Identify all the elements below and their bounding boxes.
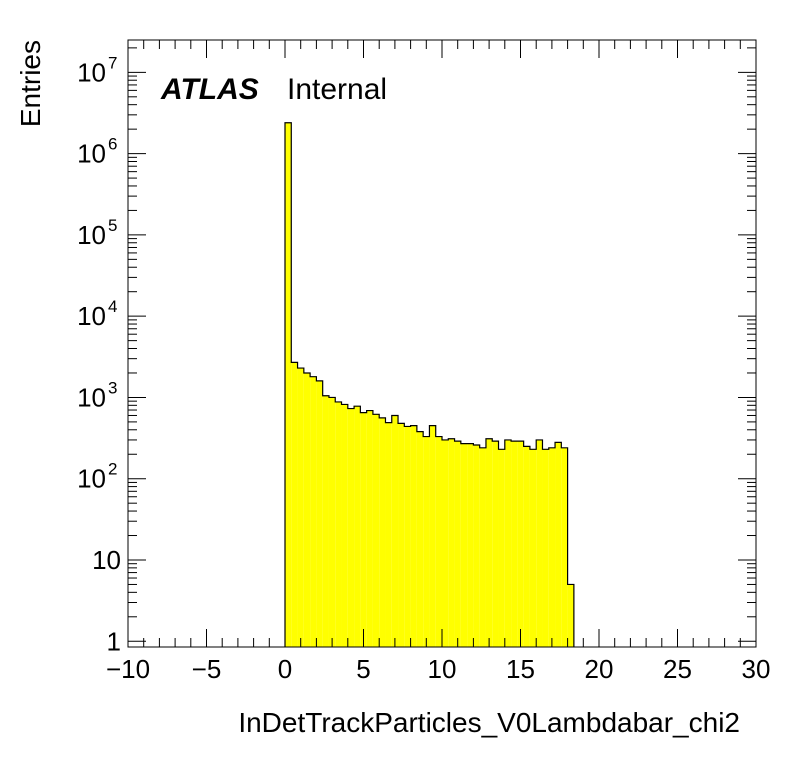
histogram-bar — [341, 404, 348, 647]
histogram-bar — [291, 362, 298, 647]
x-axis-title: InDetTrackParticles_V0Lambdabar_chi2 — [238, 707, 740, 738]
histogram-bar — [347, 408, 355, 647]
histogram-bar — [504, 439, 512, 647]
histogram-bar — [404, 426, 411, 647]
histogram-bar — [360, 412, 367, 647]
histogram-bar — [385, 422, 392, 647]
atlas-label: ATLAS — [160, 73, 259, 106]
histogram-bar — [322, 395, 329, 647]
histogram-bar — [416, 431, 424, 647]
histogram-bar — [366, 410, 373, 647]
histogram-bar — [567, 584, 574, 647]
y-tick-exponent: 6 — [108, 135, 117, 154]
x-tick-label: 20 — [585, 654, 614, 684]
histogram-bar — [423, 436, 430, 647]
histogram-bar — [479, 447, 486, 647]
histogram-bar — [555, 442, 562, 647]
x-tick-label: 15 — [506, 654, 535, 684]
x-tick-label: 5 — [356, 654, 370, 684]
histogram-bar — [379, 417, 386, 647]
y-tick-exponent: 5 — [108, 216, 117, 235]
histogram-bar — [310, 376, 317, 647]
histogram-bar — [542, 449, 549, 647]
histogram-bar — [529, 449, 537, 647]
histogram-bar — [297, 368, 304, 647]
y-tick-exponent: 4 — [108, 297, 117, 316]
y-tick-label: 1 — [107, 626, 121, 656]
x-tick-label: −10 — [106, 654, 150, 684]
histogram-bar — [442, 439, 449, 647]
axis-ticks — [127, 40, 757, 647]
histogram-bar — [460, 443, 468, 647]
y-tick-label: 10 — [77, 220, 106, 250]
y-tick-label: 10 — [77, 464, 106, 494]
histogram-bar — [454, 441, 461, 647]
x-tick-label: 10 — [428, 654, 457, 684]
internal-label: Internal — [287, 73, 387, 106]
histogram-bar — [523, 446, 530, 647]
y-tick-label: 10 — [77, 57, 106, 87]
y-tick-label: 10 — [77, 139, 106, 169]
y-tick-label: 10 — [77, 382, 106, 412]
histogram-bar — [429, 425, 436, 647]
histogram-outline — [284, 122, 575, 647]
x-tick-label: −5 — [192, 654, 222, 684]
histogram-bar — [316, 380, 323, 647]
histogram-bar — [303, 372, 311, 647]
histogram-bar — [354, 406, 361, 647]
histogram-bar — [548, 447, 556, 647]
histogram-bar — [435, 436, 442, 647]
histogram-bar — [391, 415, 399, 647]
y-axis-title: Entries — [15, 40, 46, 127]
x-tick-label: 0 — [278, 654, 292, 684]
y-tick-label: 10 — [92, 545, 121, 575]
histogram-bar — [485, 438, 493, 647]
y-tick-label: 10 — [77, 301, 106, 331]
x-tick-label: 30 — [742, 654, 771, 684]
histogram-bar — [448, 438, 455, 647]
histogram-bar — [410, 425, 417, 647]
histogram-bar — [473, 444, 480, 647]
histogram-bars — [284, 122, 575, 648]
histogram-bar — [372, 414, 380, 647]
histogram-bar — [467, 443, 474, 647]
y-tick-exponent: 3 — [108, 378, 117, 397]
histogram-bar — [517, 441, 524, 647]
histogram-bar — [285, 122, 292, 648]
x-tick-labels: −10 −5 0 5 10 15 20 25 30 — [106, 654, 771, 684]
histogram-bar — [328, 397, 336, 647]
histogram-bar — [398, 423, 405, 647]
y-tick-exponent: 7 — [108, 53, 117, 72]
histogram-bar — [498, 449, 505, 647]
histogram-bar — [561, 447, 568, 647]
y-tick-exponent: 2 — [108, 460, 117, 479]
x-tick-label: 25 — [663, 654, 692, 684]
histogram-bar — [335, 401, 342, 647]
histogram-bar — [511, 441, 518, 647]
histogram-bar — [536, 439, 543, 647]
histogram-bar — [492, 441, 499, 647]
